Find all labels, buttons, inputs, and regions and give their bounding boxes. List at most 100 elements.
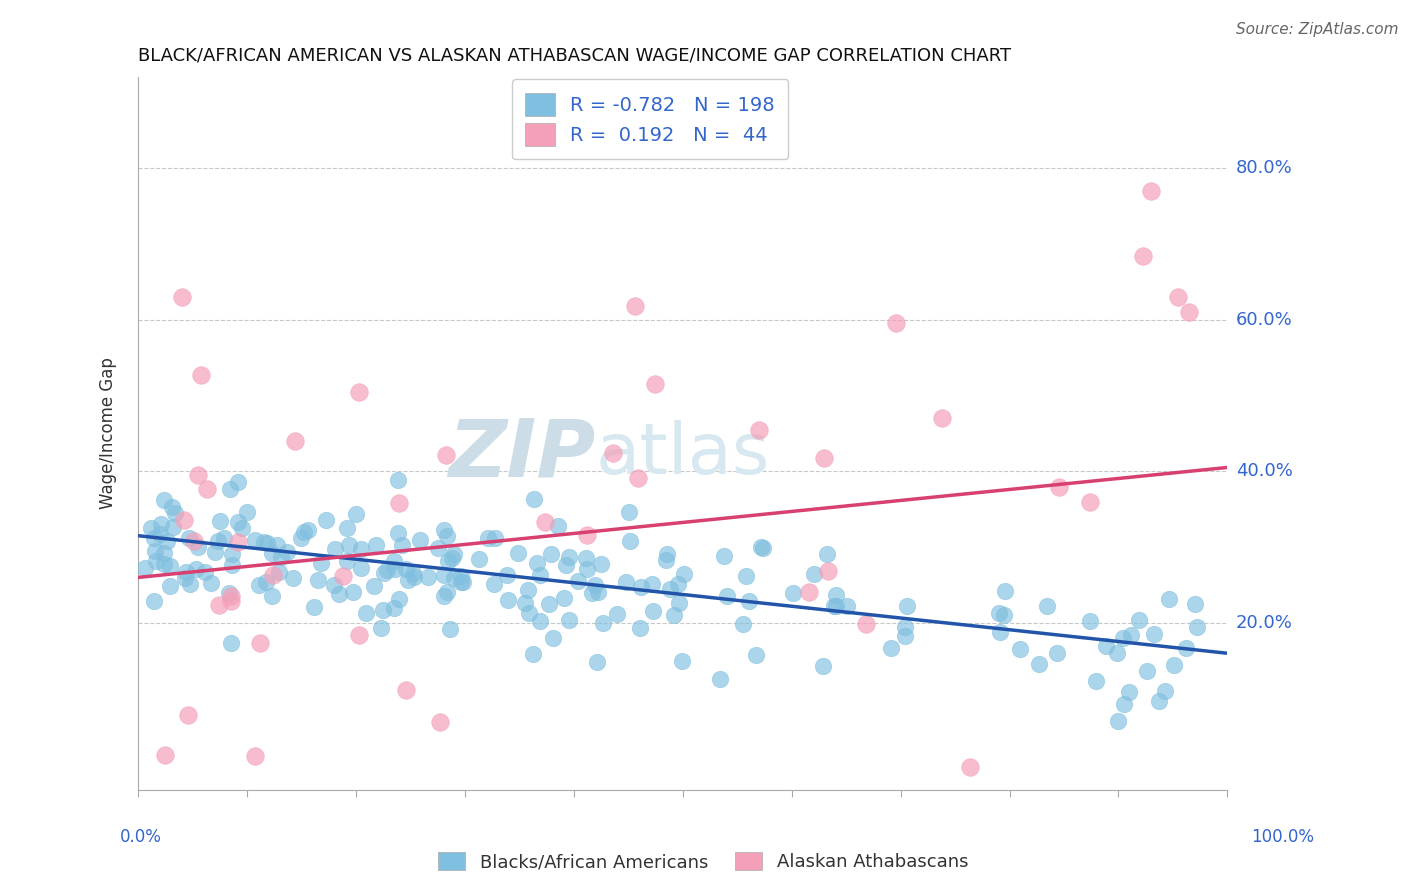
Point xyxy=(744,648,766,662)
Point xyxy=(436,529,458,543)
Point xyxy=(283,571,305,585)
Point xyxy=(262,567,284,582)
Point xyxy=(384,562,406,576)
Point xyxy=(1153,683,1175,698)
Point xyxy=(547,518,569,533)
Point xyxy=(290,532,312,546)
Point xyxy=(207,534,229,549)
Point xyxy=(427,541,450,555)
Point xyxy=(477,531,499,545)
Point xyxy=(145,553,167,567)
Point xyxy=(1167,290,1189,304)
Point xyxy=(749,541,772,555)
Point xyxy=(988,607,1011,621)
Point xyxy=(443,547,465,561)
Point xyxy=(823,599,845,613)
Point xyxy=(221,548,243,562)
Point xyxy=(515,596,537,610)
Point xyxy=(484,531,506,545)
Legend: Blacks/African Americans, Alaskan Athabascans: Blacks/African Americans, Alaskan Athaba… xyxy=(430,845,976,879)
Point xyxy=(662,607,685,622)
Point xyxy=(323,578,346,592)
Point xyxy=(373,566,395,580)
Point xyxy=(434,448,457,462)
Point xyxy=(436,585,458,599)
Point xyxy=(451,574,474,589)
Point xyxy=(1046,646,1069,660)
Point xyxy=(516,583,538,598)
Point xyxy=(824,588,846,602)
Point xyxy=(302,600,325,615)
Point xyxy=(371,603,394,617)
Point xyxy=(155,748,177,763)
Point xyxy=(931,411,953,425)
Point xyxy=(387,473,409,487)
Point xyxy=(219,482,242,496)
Point xyxy=(602,446,624,460)
Point xyxy=(395,562,418,576)
Point xyxy=(409,533,432,547)
Point xyxy=(1118,685,1140,699)
Point xyxy=(179,577,201,591)
Point xyxy=(437,554,460,568)
Point xyxy=(630,580,652,594)
Point xyxy=(382,601,405,615)
Point xyxy=(655,552,678,566)
Point xyxy=(529,615,551,629)
Point xyxy=(401,566,423,581)
Point xyxy=(1143,626,1166,640)
Point xyxy=(994,583,1017,598)
Point xyxy=(194,565,217,579)
Point xyxy=(159,579,181,593)
Point xyxy=(993,607,1015,622)
Point xyxy=(1084,674,1107,689)
Point xyxy=(811,659,834,673)
Text: Source: ZipAtlas.com: Source: ZipAtlas.com xyxy=(1236,22,1399,37)
Point xyxy=(671,654,693,668)
Point xyxy=(450,574,472,589)
Point xyxy=(617,505,640,519)
Point xyxy=(752,541,775,556)
Text: atlas: atlas xyxy=(596,420,770,489)
Point xyxy=(143,544,166,558)
Point xyxy=(366,538,388,552)
Point xyxy=(433,567,456,582)
Point xyxy=(540,547,562,561)
Point xyxy=(433,523,456,537)
Point xyxy=(247,578,270,592)
Point xyxy=(517,606,540,620)
Point xyxy=(231,521,253,535)
Point xyxy=(988,624,1011,639)
Point xyxy=(186,561,208,575)
Point xyxy=(824,599,846,614)
Point xyxy=(576,562,599,576)
Point xyxy=(236,505,259,519)
Point xyxy=(197,482,219,496)
Point xyxy=(1136,664,1159,678)
Point xyxy=(1112,631,1135,645)
Point xyxy=(880,641,903,656)
Point xyxy=(443,571,465,585)
Point xyxy=(484,577,506,591)
Point xyxy=(1036,599,1059,614)
Point xyxy=(628,621,651,635)
Point xyxy=(177,708,200,723)
Point xyxy=(731,617,754,632)
Point xyxy=(328,587,350,601)
Point xyxy=(388,591,411,606)
Point xyxy=(526,556,548,570)
Point xyxy=(1174,641,1197,656)
Point xyxy=(738,593,761,607)
Point xyxy=(219,635,242,649)
Point xyxy=(803,567,825,582)
Point xyxy=(245,533,267,547)
Point xyxy=(174,566,197,580)
Point xyxy=(173,513,195,527)
Point xyxy=(347,384,370,399)
Point xyxy=(391,538,413,552)
Point xyxy=(208,514,231,528)
Point xyxy=(429,714,451,729)
Point xyxy=(387,525,409,540)
Point xyxy=(149,516,172,531)
Point xyxy=(553,591,575,605)
